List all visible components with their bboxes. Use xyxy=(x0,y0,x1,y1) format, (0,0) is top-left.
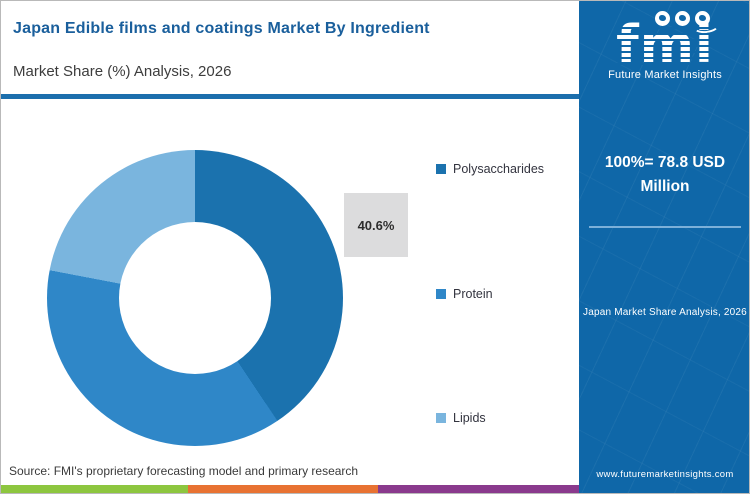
source-note: Source: FMI's proprietary forecasting mo… xyxy=(9,464,359,478)
emea-globe-icon xyxy=(674,11,690,26)
legend-item-protein: Protein xyxy=(436,287,493,301)
legend-swatch xyxy=(436,413,446,423)
footer-stripe xyxy=(1,485,579,493)
website-url[interactable]: www.futuremarketinsights.com xyxy=(596,469,734,480)
page-title: Japan Edible films and coatings Market B… xyxy=(13,20,430,37)
legend-swatch xyxy=(436,164,446,174)
header: Japan Edible films and coatings Market B… xyxy=(1,1,579,99)
donut-hole xyxy=(119,222,271,374)
fmi-wordmark: fmi xyxy=(616,17,714,73)
callout-value: 40.6% xyxy=(357,217,395,233)
legend-label: Polysaccharides xyxy=(453,162,545,176)
apac-globe-icon xyxy=(694,11,710,26)
logo-circles xyxy=(613,11,749,35)
legend-item-polysaccharides: Polysaccharides xyxy=(436,162,544,176)
logo-tagline: Future Market Insights xyxy=(608,69,722,81)
legend-swatch xyxy=(436,289,446,299)
footer-stripe-segment xyxy=(1,485,188,493)
sidebar-caption: Japan Market Share Analysis, 2026 xyxy=(583,307,747,318)
footer-stripe-segment xyxy=(378,485,579,493)
total-value: 100%= 78.8 USD Million xyxy=(604,154,726,195)
fmi-wordmark-stripes xyxy=(616,23,714,65)
sidebar: fmi Future Market Insights 100%= 78.8 US… xyxy=(579,1,749,493)
chart-area: 40.6% Polysaccharides Protein Lipids xyxy=(1,99,579,479)
donut-chart xyxy=(47,150,343,446)
callout-box: 40.6% xyxy=(344,193,408,257)
legend-label: Lipids xyxy=(453,411,486,425)
page-subtitle: Market Share (%) Analysis, 2026 xyxy=(13,63,232,80)
header-divider xyxy=(1,94,579,99)
americas-globe-icon xyxy=(654,11,670,26)
sidebar-divider xyxy=(589,226,741,228)
footer-stripe-segment xyxy=(188,485,378,493)
fmi-logo: fmi Future Market Insights xyxy=(579,11,749,81)
legend-item-lipids: Lipids xyxy=(436,411,486,425)
legend-label: Protein xyxy=(453,287,493,301)
